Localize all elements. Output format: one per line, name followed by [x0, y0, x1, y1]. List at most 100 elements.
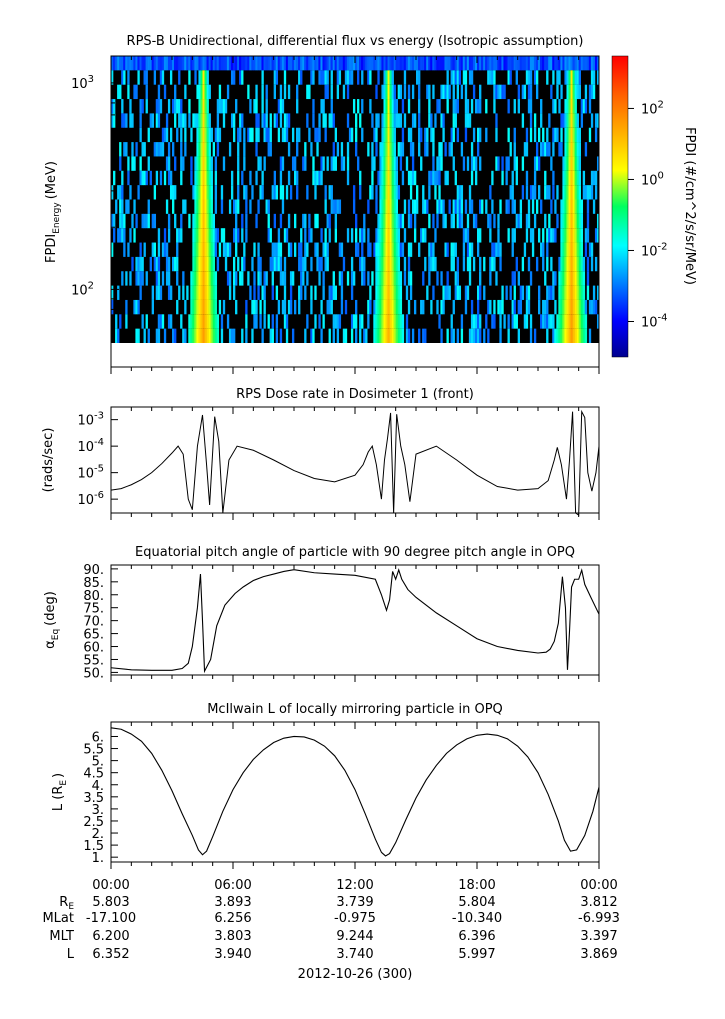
spectrogram-cell	[481, 199, 484, 214]
spectrogram-cell	[560, 299, 563, 315]
spectrogram-cell	[590, 70, 594, 85]
spectrogram-cell	[479, 328, 482, 343]
spectrogram-cell	[428, 256, 431, 272]
spectrogram-cell	[472, 84, 476, 100]
spectrogram-cell	[570, 242, 573, 257]
spectrogram-cell	[298, 70, 301, 85]
spectrogram-cell	[381, 199, 384, 214]
spectrogram-cell	[283, 84, 287, 100]
spectrogram-cell	[387, 84, 390, 100]
spectrogram-cell	[200, 56, 203, 71]
spectrogram-cell	[302, 213, 305, 229]
spectrogram-cell	[542, 228, 545, 243]
spectrogram-cell	[340, 271, 344, 286]
spectrogram-cell	[564, 142, 567, 157]
spectrogram-cell	[497, 299, 500, 315]
spectrogram-cell	[259, 185, 262, 200]
spectrogram-cell	[167, 56, 171, 71]
spectrogram-cell	[208, 256, 211, 272]
spectrogram-cell	[562, 56, 565, 71]
spectrogram-cell	[446, 242, 449, 257]
spectrogram-cell	[546, 285, 549, 300]
spectrogram-cell	[287, 299, 291, 315]
spectrogram-cell	[389, 256, 392, 272]
spectrogram-cell	[558, 256, 561, 272]
spectrogram-cell	[251, 56, 254, 71]
spectrogram-cell	[322, 156, 325, 171]
spectrogram-cell	[395, 328, 398, 343]
spectrogram-cell	[519, 213, 523, 229]
spectrogram-cell	[214, 156, 218, 171]
spectrogram-cell	[544, 56, 547, 71]
spectrogram-cell	[495, 84, 498, 100]
panel-2-title: RPS Dose rate in Dosimeter 1 (front)	[236, 387, 474, 402]
spectrogram-cell	[202, 113, 205, 128]
spectrogram-cell	[208, 299, 211, 315]
spectrogram-cell	[322, 271, 325, 286]
spectrogram-cell	[111, 113, 114, 128]
spectrogram-cell	[277, 242, 281, 257]
spectrogram-cell	[383, 170, 386, 186]
spectrogram-cell	[304, 56, 307, 71]
spectrogram-cell	[582, 314, 586, 329]
spectrogram-cell	[241, 328, 244, 343]
spectrogram-cell	[289, 242, 293, 257]
spectrogram-cell	[275, 70, 279, 85]
spectrogram-cell	[554, 328, 557, 343]
spectrogram-cell	[562, 170, 565, 186]
spectrogram-cell	[320, 170, 323, 186]
spectrogram-cell	[316, 56, 319, 71]
spectrogram-cell	[566, 256, 569, 272]
spectrogram-cell	[233, 127, 236, 143]
spectrogram-cell	[379, 142, 382, 157]
spectrogram-cell	[314, 213, 317, 229]
spectrogram-cell	[359, 256, 362, 272]
spectrogram-cell	[578, 299, 581, 315]
spectrogram-cell	[143, 242, 146, 257]
spectrogram-cell	[277, 56, 281, 71]
spectrogram-cell	[515, 156, 518, 171]
spectrogram-cell	[267, 213, 270, 229]
spectrogram-cell	[346, 170, 350, 186]
spectrogram-cell	[576, 228, 579, 243]
spectrogram-cell	[206, 328, 209, 343]
spectrogram-cell	[176, 127, 179, 143]
spectrogram-cell	[298, 285, 301, 300]
spectrogram-cell	[129, 99, 132, 114]
spectrogram-cell	[121, 113, 124, 128]
spectrogram-cell	[489, 256, 492, 272]
spectrogram-cell	[584, 228, 588, 243]
y-tick-label: 2.	[92, 827, 104, 842]
spectrogram-cell	[375, 228, 378, 243]
spectrogram-cell	[440, 113, 443, 128]
spectrogram-cell	[377, 213, 380, 229]
spectrogram-cell	[318, 127, 321, 143]
spectrogram-cell	[560, 213, 563, 229]
spectrogram-cell	[519, 56, 523, 71]
spectrogram-cell	[399, 142, 403, 157]
spectrogram-cell	[381, 213, 384, 229]
spectrogram-cell	[316, 170, 319, 186]
spectrogram-cell	[361, 242, 364, 257]
spectrogram-cell	[568, 299, 571, 315]
spectrogram-cell	[326, 84, 329, 100]
spectrogram-cell	[580, 242, 584, 257]
spectrogram-cell	[385, 113, 388, 128]
spectrogram-cell	[298, 242, 301, 257]
spectrogram-cell	[139, 271, 142, 286]
spectrogram-cell	[479, 99, 482, 114]
spectrogram-cell	[165, 113, 169, 128]
spectrogram-cell	[489, 228, 492, 243]
dose-rate-x-ticks	[110, 407, 600, 520]
spectrogram-cell	[424, 328, 427, 343]
spectrogram-cell	[574, 142, 577, 157]
spectrogram-cell	[326, 256, 329, 272]
spectrogram-cell	[521, 285, 525, 300]
spectrogram-cell	[271, 328, 274, 343]
spectrogram-cell	[373, 242, 376, 257]
spectrogram-cell	[513, 199, 516, 214]
spectrogram-cell	[564, 328, 567, 343]
spectrogram-cell	[318, 113, 321, 128]
spectrogram-cell	[271, 242, 274, 257]
spectrogram-cell	[115, 199, 118, 214]
